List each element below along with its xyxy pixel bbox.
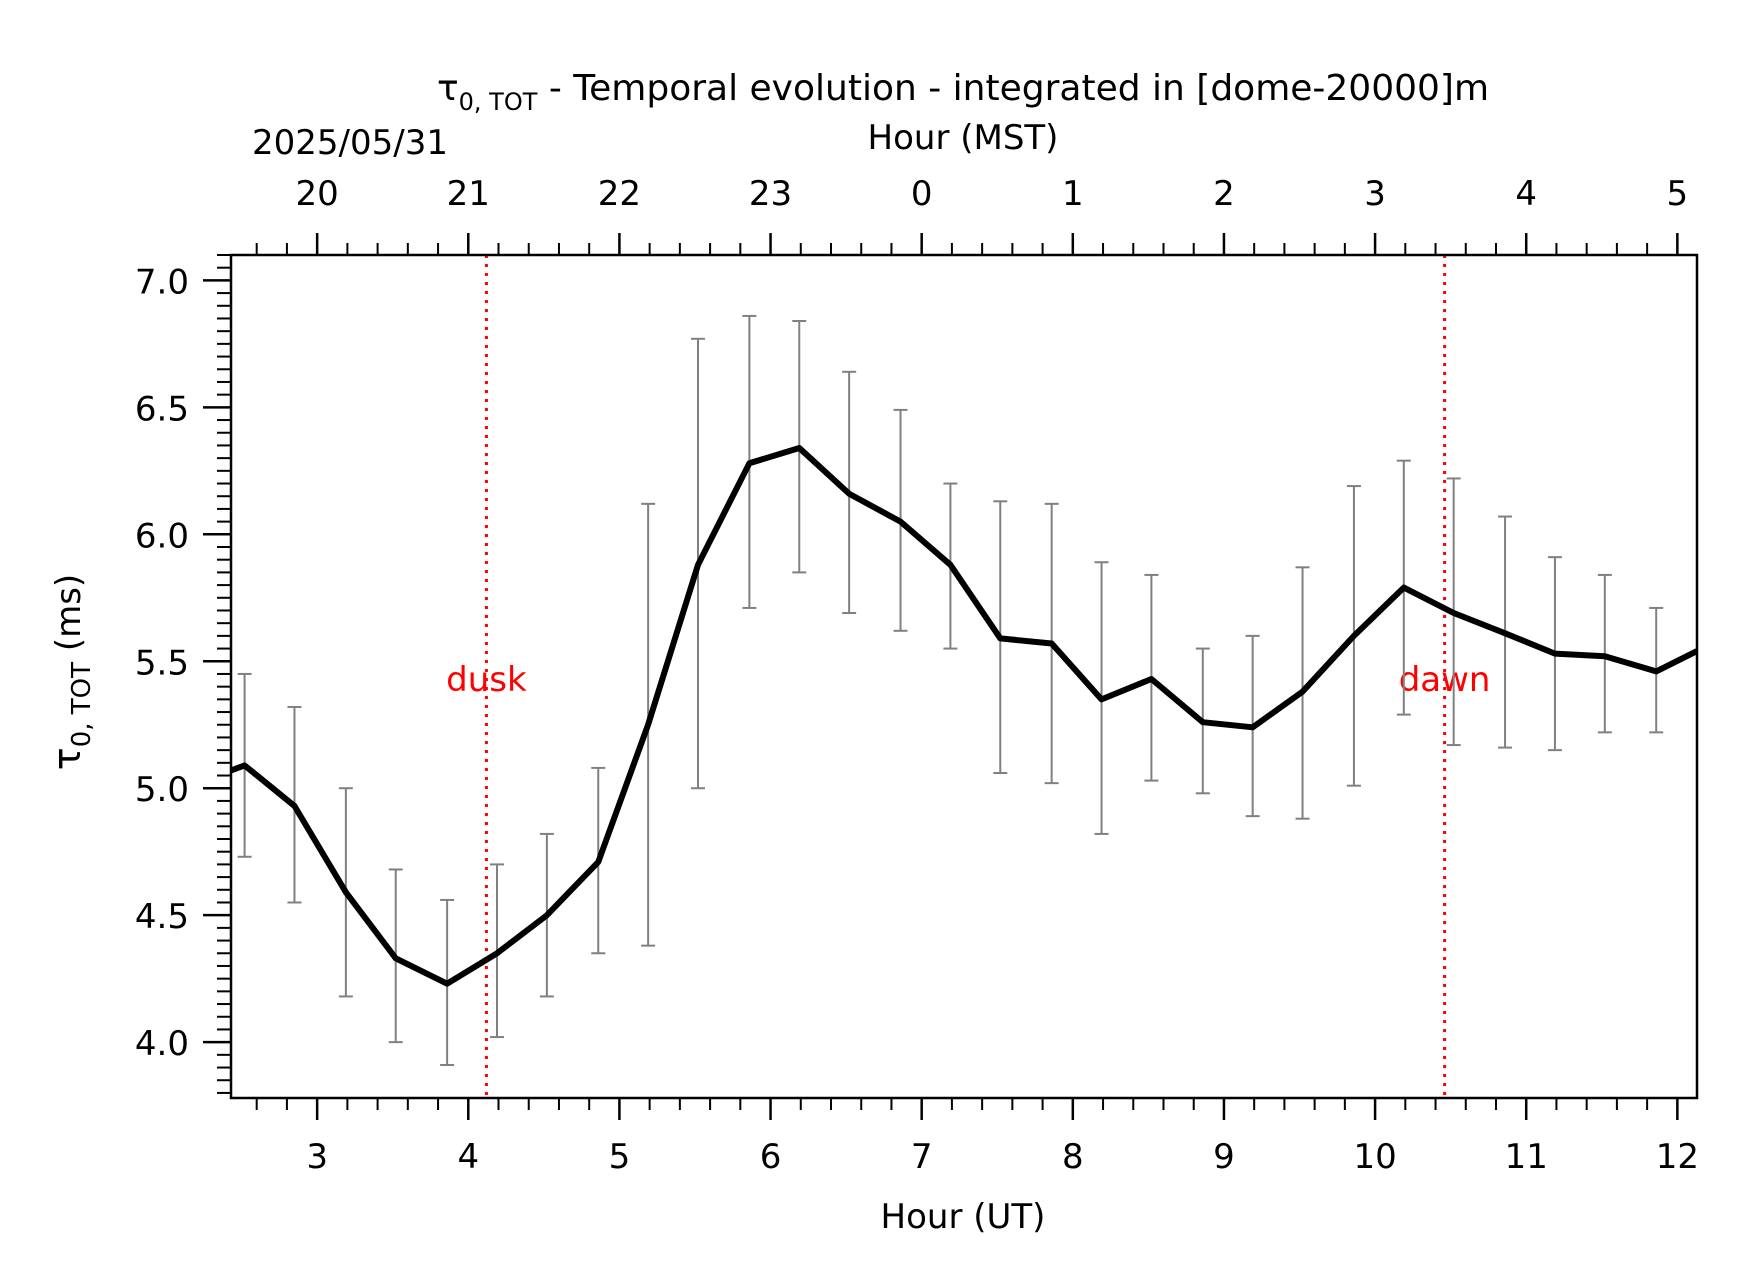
top-tick-label: 20 xyxy=(296,174,339,214)
x-tick-label: 12 xyxy=(1656,1137,1699,1177)
y-label-rest: (ms) xyxy=(49,574,89,662)
chart-title: τ0, TOT - Temporal evolution - integrate… xyxy=(437,68,1489,116)
x-tick-label: 11 xyxy=(1505,1137,1548,1177)
plot-frame xyxy=(229,253,1699,1100)
top-tick-label: 1 xyxy=(1062,174,1084,214)
title-symbol: τ xyxy=(437,68,459,109)
y-label-symbol: τ xyxy=(45,747,89,770)
x-axis-label: Hour (UT) xyxy=(881,1197,1046,1237)
y-tick-label: 6.5 xyxy=(135,389,189,429)
title-subscript: 0, TOT xyxy=(459,88,538,116)
y-tick-label: 4.0 xyxy=(135,1024,189,1064)
series-line xyxy=(229,445,1699,987)
dusk-label: dusk xyxy=(446,660,527,700)
y-tick-label: 6.0 xyxy=(135,516,189,556)
top-tick-label: 5 xyxy=(1667,174,1689,214)
x-tick-label: 7 xyxy=(911,1137,933,1177)
title-rest: - Temporal evolution - integrated in [do… xyxy=(537,68,1489,109)
date-label: 2025/05/31 xyxy=(252,123,448,163)
dawn-label: dawn xyxy=(1399,660,1491,700)
y-tick-label: 7.0 xyxy=(135,262,189,302)
x-tick-label: 10 xyxy=(1353,1137,1396,1177)
ticks-layer xyxy=(203,233,1679,1120)
y-axis-label: τ0, TOT (ms) xyxy=(45,574,97,770)
y-tick-label: 5.5 xyxy=(135,643,189,683)
top-tick-label: 23 xyxy=(749,174,792,214)
x-tick-label: 6 xyxy=(760,1137,782,1177)
top-tick-label: 21 xyxy=(447,174,490,214)
y-tick-label: 4.5 xyxy=(135,897,189,937)
top-tick-label: 22 xyxy=(598,174,641,214)
x-tick-label: 9 xyxy=(1213,1137,1235,1177)
top-tick-label: 4 xyxy=(1515,174,1537,214)
top-tick-label: 0 xyxy=(911,174,933,214)
x-tick-label: 3 xyxy=(306,1137,328,1177)
top-tick-label: 2 xyxy=(1213,174,1235,214)
top-tick-label: 3 xyxy=(1364,174,1386,214)
y-label-subscript: 0, TOT xyxy=(67,662,97,747)
top-axis-label: Hour (MST) xyxy=(868,118,1059,158)
x-tick-label: 4 xyxy=(457,1137,479,1177)
x-tick-label: 5 xyxy=(609,1137,631,1177)
y-tick-label: 5.0 xyxy=(135,770,189,810)
series-layer xyxy=(229,445,1699,987)
x-tick-label: 8 xyxy=(1062,1137,1084,1177)
